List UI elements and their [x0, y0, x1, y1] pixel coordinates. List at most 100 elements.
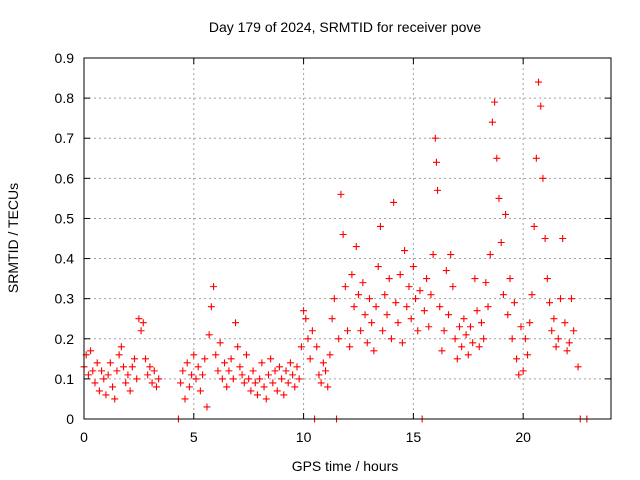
- data-point: [124, 371, 132, 379]
- y-tick-label: 0.8: [55, 90, 75, 106]
- data-point: [133, 375, 141, 383]
- data-point: [357, 327, 365, 335]
- data-point: [335, 335, 343, 343]
- data-point: [552, 343, 560, 351]
- data-point: [493, 154, 501, 162]
- data-point: [242, 351, 250, 359]
- data-point: [155, 375, 163, 383]
- data-point: [392, 299, 400, 307]
- data-point: [427, 291, 435, 299]
- data-point: [556, 295, 564, 303]
- y-tick-label: 0.1: [55, 371, 75, 387]
- data-point: [286, 359, 294, 367]
- data-point: [497, 239, 505, 247]
- data-point: [126, 387, 134, 395]
- data-point: [262, 395, 270, 403]
- data-point: [177, 379, 185, 387]
- data-point: [346, 343, 354, 351]
- data-point: [499, 291, 507, 299]
- data-point: [190, 351, 198, 359]
- data-point: [326, 351, 334, 359]
- data-point: [361, 311, 369, 319]
- data-point: [212, 351, 220, 359]
- data-point: [513, 355, 521, 363]
- data-point: [137, 327, 145, 335]
- data-point: [131, 355, 139, 363]
- data-point: [385, 275, 393, 283]
- data-point: [216, 339, 224, 347]
- data-point: [313, 343, 321, 351]
- data-point: [506, 275, 514, 283]
- data-point: [363, 339, 371, 347]
- data-point: [240, 379, 248, 387]
- data-point: [390, 198, 398, 206]
- data-point: [379, 327, 387, 335]
- data-point: [210, 283, 218, 291]
- data-point: [251, 379, 259, 387]
- data-point: [194, 363, 202, 371]
- data-point: [135, 315, 143, 323]
- data-point: [567, 295, 575, 303]
- data-point: [420, 307, 428, 315]
- data-point: [563, 347, 571, 355]
- data-point: [115, 351, 123, 359]
- data-point: [416, 287, 424, 295]
- data-point: [414, 327, 422, 335]
- data-point: [352, 243, 360, 251]
- data-point: [196, 387, 204, 395]
- data-point: [460, 315, 468, 323]
- data-point: [521, 335, 529, 343]
- y-tick-label: 0.3: [55, 291, 75, 307]
- data-point: [387, 335, 395, 343]
- data-point: [308, 327, 316, 335]
- data-point: [495, 194, 503, 202]
- data-point: [543, 275, 551, 283]
- data-point: [128, 363, 136, 371]
- data-point: [322, 367, 330, 375]
- data-point: [370, 347, 378, 355]
- data-point: [510, 299, 518, 307]
- data-point: [87, 347, 95, 355]
- data-point: [328, 315, 336, 323]
- data-point: [229, 375, 237, 383]
- data-point: [295, 375, 303, 383]
- data-point: [104, 371, 112, 379]
- data-point: [102, 391, 110, 399]
- data-point: [100, 375, 108, 383]
- data-point: [469, 339, 477, 347]
- data-point: [297, 343, 305, 351]
- data-point: [284, 379, 292, 387]
- data-point: [532, 154, 540, 162]
- data-point: [207, 303, 215, 311]
- data-point: [398, 339, 406, 347]
- data-point: [319, 359, 327, 367]
- data-point: [526, 319, 534, 327]
- data-point: [528, 291, 536, 299]
- data-point: [425, 323, 433, 331]
- data-point: [423, 275, 431, 283]
- data-point: [429, 251, 437, 259]
- data-point: [264, 371, 272, 379]
- data-point: [109, 383, 117, 391]
- data-point: [409, 263, 417, 271]
- data-point: [225, 367, 233, 375]
- data-point: [550, 315, 558, 323]
- y-tick-label: 0.5: [55, 210, 75, 226]
- x-axis-label: GPS time / hours: [292, 458, 399, 474]
- y-tick-label: 0.7: [55, 130, 75, 146]
- data-point: [401, 247, 409, 255]
- data-point: [260, 383, 268, 391]
- data-point: [574, 363, 582, 371]
- data-point: [376, 222, 384, 230]
- data-point: [93, 359, 101, 367]
- data-point: [315, 371, 323, 379]
- data-point: [570, 327, 578, 335]
- data-point: [278, 375, 286, 383]
- data-point: [221, 359, 229, 367]
- data-point: [188, 371, 196, 379]
- data-point: [117, 343, 125, 351]
- data-point: [508, 335, 516, 343]
- data-point: [245, 375, 253, 383]
- data-point: [480, 335, 488, 343]
